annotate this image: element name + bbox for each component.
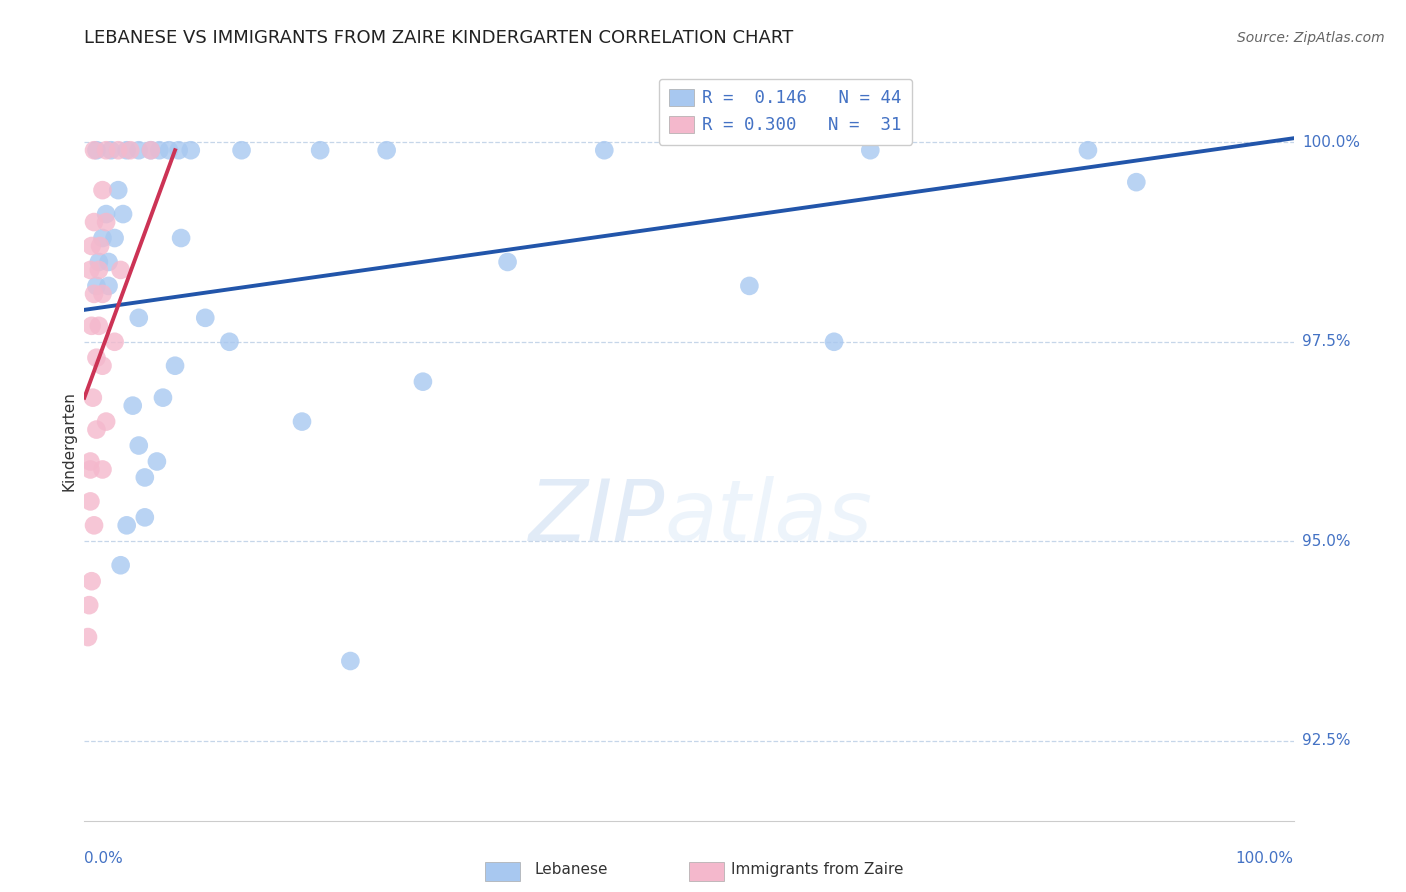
Point — [97, 279, 120, 293]
Point — [86, 351, 108, 365]
Point — [157, 143, 180, 157]
Point — [128, 438, 150, 452]
Point — [134, 470, 156, 484]
Point — [115, 143, 138, 157]
Point — [194, 310, 217, 325]
Point — [82, 391, 104, 405]
Point — [170, 231, 193, 245]
Point — [121, 399, 143, 413]
Text: 95.0%: 95.0% — [1302, 533, 1350, 549]
Point — [112, 207, 135, 221]
Text: 100.0%: 100.0% — [1302, 135, 1360, 150]
Point — [120, 143, 142, 157]
Point — [593, 143, 616, 157]
Point — [1077, 143, 1099, 157]
Point — [165, 359, 187, 373]
Point — [859, 143, 882, 157]
Point — [823, 334, 845, 349]
Point — [94, 415, 117, 429]
Point — [134, 510, 156, 524]
Point — [79, 263, 101, 277]
Point — [86, 279, 108, 293]
Point — [152, 391, 174, 405]
Text: Lebanese: Lebanese — [534, 863, 607, 877]
Point — [83, 143, 105, 157]
Point — [91, 286, 114, 301]
Point — [231, 143, 253, 157]
Point — [79, 494, 101, 508]
Point — [738, 279, 761, 293]
Point — [1125, 175, 1147, 189]
Point — [80, 318, 103, 333]
Text: ZIP: ZIP — [529, 475, 665, 559]
Point — [291, 415, 314, 429]
Text: LEBANESE VS IMMIGRANTS FROM ZAIRE KINDERGARTEN CORRELATION CHART: LEBANESE VS IMMIGRANTS FROM ZAIRE KINDER… — [84, 29, 793, 47]
Point — [115, 518, 138, 533]
Y-axis label: Kindergarten: Kindergarten — [60, 392, 76, 491]
Point — [128, 310, 150, 325]
Point — [94, 143, 117, 157]
Point — [77, 630, 100, 644]
Point — [80, 239, 103, 253]
Point — [79, 454, 101, 468]
Point — [97, 255, 120, 269]
Point — [86, 143, 108, 157]
Point — [218, 334, 240, 349]
Point — [139, 143, 162, 157]
Point — [83, 286, 105, 301]
Text: Source: ZipAtlas.com: Source: ZipAtlas.com — [1237, 31, 1385, 45]
Legend: R =  0.146   N = 44, R = 0.300   N =  31: R = 0.146 N = 44, R = 0.300 N = 31 — [659, 78, 912, 145]
Point — [128, 143, 150, 157]
Point — [87, 318, 110, 333]
Text: 97.5%: 97.5% — [1302, 334, 1350, 350]
Point — [91, 462, 114, 476]
Point — [100, 143, 122, 157]
Text: atlas: atlas — [665, 475, 873, 559]
Point — [375, 143, 398, 157]
Point — [148, 143, 170, 157]
Text: 0.0%: 0.0% — [84, 851, 124, 866]
Text: 100.0%: 100.0% — [1236, 851, 1294, 866]
Point — [110, 263, 132, 277]
Text: 92.5%: 92.5% — [1302, 733, 1350, 748]
Text: Immigrants from Zaire: Immigrants from Zaire — [731, 863, 904, 877]
Point — [146, 454, 169, 468]
Point — [167, 143, 190, 157]
Point — [309, 143, 332, 157]
Point — [89, 239, 111, 253]
Point — [83, 215, 105, 229]
Point — [139, 143, 162, 157]
Point — [339, 654, 361, 668]
Point — [80, 574, 103, 589]
Point — [79, 462, 101, 476]
Point — [87, 263, 110, 277]
Point — [77, 598, 100, 612]
Point — [107, 183, 129, 197]
Point — [104, 334, 127, 349]
Point — [87, 255, 110, 269]
Point — [180, 143, 202, 157]
Point — [83, 518, 105, 533]
Point — [91, 231, 114, 245]
Point — [104, 231, 127, 245]
Point — [412, 375, 434, 389]
Point — [94, 215, 117, 229]
Point — [110, 558, 132, 573]
Point — [86, 423, 108, 437]
Point — [107, 143, 129, 157]
Point — [91, 359, 114, 373]
Point — [91, 183, 114, 197]
Point — [496, 255, 519, 269]
Point — [94, 207, 117, 221]
